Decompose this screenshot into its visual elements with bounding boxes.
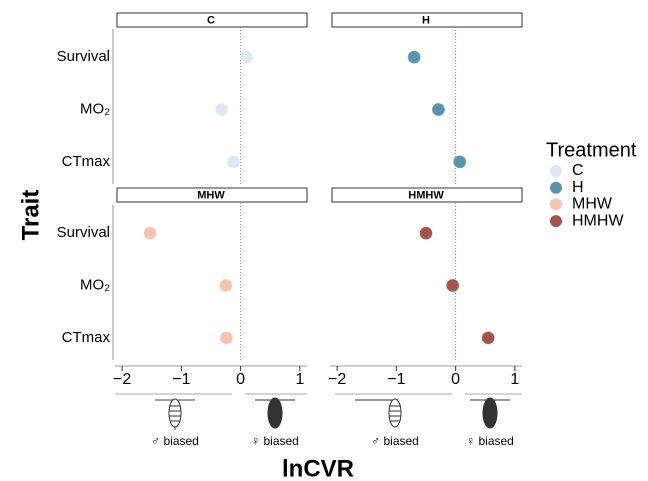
facet-strip xyxy=(331,12,523,28)
y-tick-label: Survival xyxy=(57,224,110,241)
x-axis-title: lnCVR xyxy=(282,455,354,481)
legend-key xyxy=(550,198,562,211)
x-tick-label: −1 xyxy=(387,371,405,388)
x-tick-label: 1 xyxy=(510,371,519,388)
legend-title: Treatment xyxy=(546,139,637,161)
x-tick-label: 0 xyxy=(236,371,245,388)
x-tick-label: 1 xyxy=(295,371,304,388)
facet-label: C xyxy=(207,14,215,26)
x-tick-label: −2 xyxy=(113,371,131,388)
x-tick-label: 0 xyxy=(451,371,460,388)
legend-key xyxy=(550,181,562,194)
facet-strip xyxy=(116,187,308,203)
dot xyxy=(143,226,157,240)
annotation: ♀ biased xyxy=(251,434,299,448)
legend-key xyxy=(550,215,562,228)
legend-label: MHW xyxy=(572,196,613,213)
y-tick-label: MO₂ xyxy=(80,100,110,117)
legend-key xyxy=(550,165,562,177)
facet-strip xyxy=(331,187,523,203)
x-tick-label: −1 xyxy=(172,371,190,388)
legend-label: HMHW xyxy=(572,212,624,229)
dot xyxy=(219,279,233,292)
dot xyxy=(431,103,445,116)
y-tick-label: CTmax xyxy=(62,153,111,170)
y-tick-label: CTmax xyxy=(62,329,111,346)
annotation: ♂ biased xyxy=(371,434,419,448)
dot xyxy=(481,331,495,345)
dot xyxy=(407,50,421,64)
y-axis-title: Trait xyxy=(17,190,44,241)
annotation: ♂ biased xyxy=(151,434,199,448)
annotation: ♀ biased xyxy=(466,434,514,448)
y-tick-label: MO₂ xyxy=(80,276,110,293)
legend-label: C xyxy=(572,162,584,179)
y-tick-label: Survival xyxy=(57,48,110,65)
dot xyxy=(227,155,241,169)
copepod-illustrations xyxy=(115,393,522,430)
legend-label: H xyxy=(572,179,584,196)
dot xyxy=(219,331,233,345)
facet-label: MHW xyxy=(197,189,225,201)
dot xyxy=(215,103,229,116)
facet-label: HMHW xyxy=(408,189,444,201)
facet-label: H xyxy=(422,14,430,26)
facet-strip xyxy=(116,12,308,28)
dot xyxy=(419,226,433,240)
dot xyxy=(453,155,467,169)
dot xyxy=(240,50,254,64)
dot xyxy=(446,279,460,292)
x-tick-label: −2 xyxy=(328,371,346,388)
